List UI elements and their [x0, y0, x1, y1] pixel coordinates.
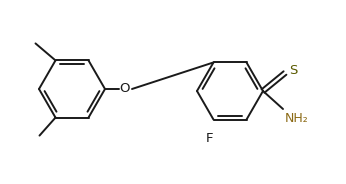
Text: NH₂: NH₂ [285, 112, 309, 125]
Text: O: O [120, 82, 130, 95]
Text: F: F [206, 132, 213, 145]
Text: S: S [289, 65, 297, 77]
